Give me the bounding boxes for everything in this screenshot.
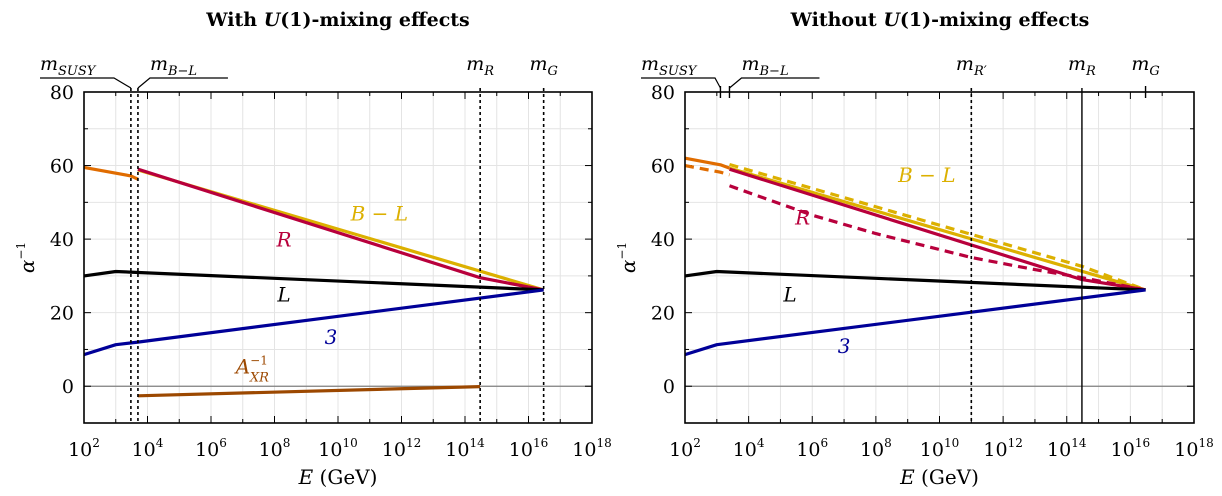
y-axis-label: α−1 bbox=[14, 242, 39, 273]
series-label: R bbox=[276, 227, 292, 251]
x-tick-label: 108 bbox=[259, 436, 291, 461]
chart-panel-left: mSUSY mB−L mR mG 102 104 106 108 1010 1012 1014 101… bbox=[14, 9, 612, 489]
series-label: 3 bbox=[838, 334, 851, 358]
series-line-blue bbox=[83, 288, 544, 357]
scale-label-m_B-L: mB−L bbox=[150, 53, 197, 79]
scale-label-m_R': mR′ bbox=[956, 53, 987, 79]
y-tick-label: 60 bbox=[651, 156, 675, 178]
chart-title: With U(1)-mixing effects bbox=[205, 9, 470, 31]
series-line-orange bbox=[684, 156, 731, 170]
y-tick-label: 40 bbox=[50, 229, 74, 251]
series-label: A−1 XR bbox=[234, 353, 269, 385]
x-tick-label: 1016 bbox=[1111, 436, 1150, 461]
x-axis-label: E (GeV) bbox=[298, 465, 378, 489]
y-tick-label: 0 bbox=[663, 376, 675, 398]
series-line-orange-dashed bbox=[684, 164, 730, 177]
y-tick-label: 20 bbox=[50, 303, 74, 325]
scale-label-m_SUSY: mSUSY bbox=[40, 53, 97, 79]
series-line-gold bbox=[729, 166, 1147, 292]
scale-bracket bbox=[137, 77, 228, 89]
x-tick-label: 104 bbox=[132, 436, 164, 461]
plot-frame bbox=[684, 91, 1195, 424]
chart-panel-right: mSUSY mB−L mR′ mR mG 102 104 106 108 1010 1012 1014… bbox=[615, 9, 1214, 489]
scale-label-m_G: mG bbox=[1131, 53, 1159, 79]
series-label: B − L bbox=[897, 163, 955, 187]
series-line-black bbox=[684, 269, 1146, 292]
x-tick-label: 1012 bbox=[382, 436, 421, 461]
plot-frame bbox=[83, 91, 593, 424]
x-tick-label: 106 bbox=[796, 436, 828, 461]
series-line-brown bbox=[137, 385, 481, 398]
x-tick-label: 102 bbox=[669, 436, 701, 461]
x-tick-label: 108 bbox=[860, 436, 892, 461]
chart-title: Without U(1)-mixing effects bbox=[790, 9, 1090, 31]
scale-label-m_R: mR bbox=[1068, 53, 1096, 79]
series-label: R bbox=[794, 205, 810, 229]
y-tick-label: 80 bbox=[50, 82, 74, 104]
x-tick-label: 102 bbox=[68, 436, 100, 461]
y-tick-label: 80 bbox=[651, 82, 675, 104]
x-tick-label: 1018 bbox=[572, 436, 611, 461]
y-tick-label: 60 bbox=[50, 156, 74, 178]
series-label: L bbox=[782, 283, 796, 307]
series-line-orange bbox=[83, 165, 139, 181]
y-tick-label: 20 bbox=[651, 303, 675, 325]
x-tick-label: 1010 bbox=[318, 436, 357, 461]
x-tick-label: 1012 bbox=[983, 436, 1022, 461]
y-axis-label: α−1 bbox=[615, 242, 640, 273]
series-label: 3 bbox=[325, 325, 338, 349]
series-line-red bbox=[137, 167, 544, 292]
x-tick-label: 1010 bbox=[920, 436, 959, 461]
scale-bracket bbox=[641, 77, 721, 89]
scale-bracket bbox=[40, 77, 132, 89]
y-tick-label: 0 bbox=[62, 376, 74, 398]
x-tick-label: 104 bbox=[733, 436, 765, 461]
y-tick-label: 40 bbox=[651, 229, 675, 251]
x-tick-label: 1014 bbox=[445, 436, 485, 461]
series-line-black bbox=[83, 269, 544, 292]
scale-label-m_B-L: mB−L bbox=[741, 53, 788, 79]
scale-bracket bbox=[729, 77, 820, 89]
series-line-blue bbox=[684, 288, 1146, 357]
scale-label-m_R: mR bbox=[466, 53, 494, 79]
series-label: B − L bbox=[350, 202, 408, 226]
scale-label-m_G: mG bbox=[529, 53, 557, 79]
x-tick-label: 1014 bbox=[1047, 436, 1087, 461]
x-tick-label: 1016 bbox=[509, 436, 548, 461]
series-label: L bbox=[276, 283, 290, 307]
scale-label-m_SUSY: mSUSY bbox=[641, 53, 698, 79]
x-tick-label: 106 bbox=[195, 436, 227, 461]
x-axis-label: E (GeV) bbox=[899, 465, 979, 489]
x-tick-label: 1018 bbox=[1174, 436, 1213, 461]
